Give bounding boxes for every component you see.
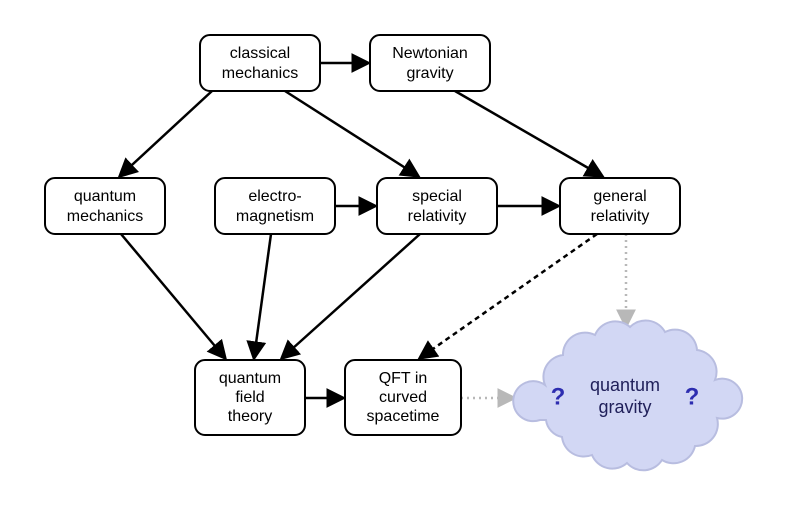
label: field — [235, 389, 264, 406]
edge-quantum-qft — [121, 234, 225, 358]
qmark-right: ? — [685, 383, 700, 410]
edges — [120, 63, 626, 398]
label: mechanics — [222, 65, 298, 82]
node-newtonian-gravity: Newtonian gravity — [370, 35, 490, 91]
label: theory — [228, 408, 272, 425]
node-quantum-gravity-cloud: ? quantum gravity ? — [513, 320, 742, 470]
label: quantum — [219, 370, 281, 387]
label: electro- — [248, 188, 301, 205]
label: special — [412, 188, 462, 205]
label: gravity — [406, 65, 453, 82]
label: mechanics — [67, 208, 143, 225]
node-qft-curved-spacetime: QFT in curved spacetime — [345, 360, 461, 435]
node-general-relativity: general relativity — [560, 178, 680, 234]
qmark-left: ? — [551, 383, 566, 410]
label: Newtonian — [392, 45, 468, 62]
node-special-relativity: special relativity — [377, 178, 497, 234]
label: relativity — [591, 208, 650, 225]
node-electromagnetism: electro- magnetism — [215, 178, 335, 234]
label: classical — [230, 45, 290, 62]
cloud-shape — [513, 320, 742, 470]
label: relativity — [408, 208, 467, 225]
physics-theory-diagram: ? quantum gravity ? classical mechanics … — [0, 0, 800, 520]
edge-electro-qft — [254, 234, 271, 358]
edge-classical-special — [285, 91, 418, 176]
label: general — [593, 188, 646, 205]
label: QFT in — [379, 370, 428, 387]
edge-classical-quantum — [120, 91, 212, 176]
edge-special-qft — [282, 234, 420, 358]
cloud-label-line1: quantum — [590, 375, 660, 395]
label: spacetime — [367, 408, 440, 425]
node-quantum-field-theory: quantum field theory — [195, 360, 305, 435]
label: quantum — [74, 188, 136, 205]
label: curved — [379, 389, 427, 406]
node-quantum-mechanics: quantum mechanics — [45, 178, 165, 234]
label: magnetism — [236, 208, 314, 225]
cloud-label-line2: gravity — [598, 397, 651, 417]
edge-newtonian-general — [455, 91, 602, 176]
node-classical-mechanics: classical mechanics — [200, 35, 320, 91]
